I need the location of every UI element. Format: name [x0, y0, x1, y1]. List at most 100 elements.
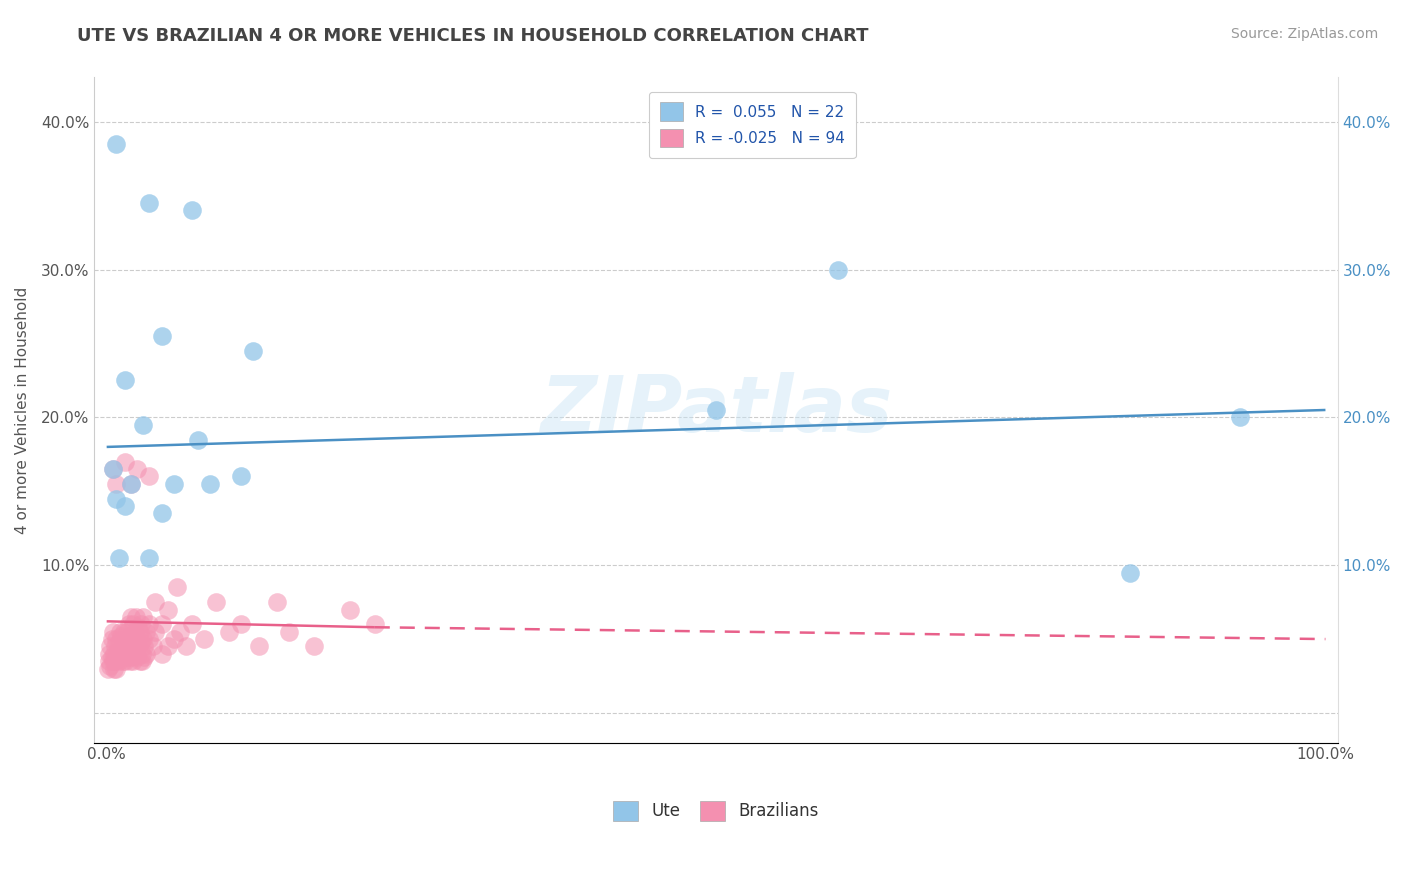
Point — [229, 469, 252, 483]
Point — [166, 580, 188, 594]
Point — [138, 469, 160, 483]
Point — [115, 632, 138, 646]
Point — [193, 632, 215, 646]
Point — [98, 654, 121, 668]
Point — [150, 647, 173, 661]
Point — [110, 629, 132, 643]
Point — [187, 433, 209, 447]
Point — [163, 476, 186, 491]
Point — [150, 617, 173, 632]
Point — [218, 624, 240, 639]
Point — [128, 654, 150, 668]
Point — [150, 507, 173, 521]
Point — [98, 658, 121, 673]
Point — [112, 624, 135, 639]
Point — [827, 262, 849, 277]
Point — [129, 635, 152, 649]
Point — [1229, 410, 1251, 425]
Point — [112, 647, 135, 661]
Point — [107, 649, 129, 664]
Point — [127, 632, 149, 646]
Point — [104, 654, 127, 668]
Point — [110, 649, 132, 664]
Point — [114, 654, 136, 668]
Point — [131, 647, 153, 661]
Text: Source: ZipAtlas.com: Source: ZipAtlas.com — [1230, 27, 1378, 41]
Point — [120, 640, 142, 654]
Point — [125, 610, 148, 624]
Point — [138, 550, 160, 565]
Point — [97, 662, 120, 676]
Point — [108, 624, 131, 639]
Point — [135, 647, 157, 661]
Point — [134, 649, 156, 664]
Point — [108, 550, 131, 565]
Point — [229, 617, 252, 632]
Point — [121, 647, 143, 661]
Point — [101, 624, 124, 639]
Point — [108, 647, 131, 661]
Point — [111, 640, 134, 654]
Point — [101, 462, 124, 476]
Point — [181, 617, 204, 632]
Point — [114, 499, 136, 513]
Point — [266, 595, 288, 609]
Point — [114, 373, 136, 387]
Point — [124, 624, 146, 639]
Point — [111, 654, 134, 668]
Point — [100, 649, 122, 664]
Point — [104, 640, 127, 654]
Text: UTE VS BRAZILIAN 4 OR MORE VEHICLES IN HOUSEHOLD CORRELATION CHART: UTE VS BRAZILIAN 4 OR MORE VEHICLES IN H… — [77, 27, 869, 45]
Point — [181, 203, 204, 218]
Point — [117, 649, 139, 664]
Point — [98, 647, 121, 661]
Point — [127, 620, 149, 634]
Point — [100, 632, 122, 646]
Point — [131, 654, 153, 668]
Point — [156, 640, 179, 654]
Point — [205, 595, 228, 609]
Point — [124, 640, 146, 654]
Text: ZIPatlas: ZIPatlas — [540, 372, 893, 448]
Point — [247, 640, 270, 654]
Point — [129, 617, 152, 632]
Point — [142, 640, 165, 654]
Point — [103, 647, 125, 661]
Point — [105, 476, 128, 491]
Point — [121, 632, 143, 646]
Point — [704, 403, 727, 417]
Point — [169, 624, 191, 639]
Point — [115, 644, 138, 658]
Point — [339, 602, 361, 616]
Point — [120, 649, 142, 664]
Point — [122, 617, 145, 632]
Point — [108, 635, 131, 649]
Point — [132, 417, 155, 432]
Point — [132, 632, 155, 646]
Y-axis label: 4 or more Vehicles in Household: 4 or more Vehicles in Household — [15, 286, 30, 533]
Point — [101, 462, 124, 476]
Point — [114, 455, 136, 469]
Point — [117, 624, 139, 639]
Point — [101, 654, 124, 668]
Legend: Ute, Brazilians: Ute, Brazilians — [603, 791, 830, 831]
Point — [156, 602, 179, 616]
Point — [105, 632, 128, 646]
Point — [138, 196, 160, 211]
Point — [122, 654, 145, 668]
Point — [98, 640, 121, 654]
Point — [117, 647, 139, 661]
Point — [118, 654, 141, 668]
Point — [120, 610, 142, 624]
Point — [138, 632, 160, 646]
Point — [134, 640, 156, 654]
Point — [127, 462, 149, 476]
Point — [135, 624, 157, 639]
Point — [145, 595, 167, 609]
Point — [105, 662, 128, 676]
Point — [278, 624, 301, 639]
Point — [120, 476, 142, 491]
Point — [127, 649, 149, 664]
Point — [242, 343, 264, 358]
Point — [103, 662, 125, 676]
